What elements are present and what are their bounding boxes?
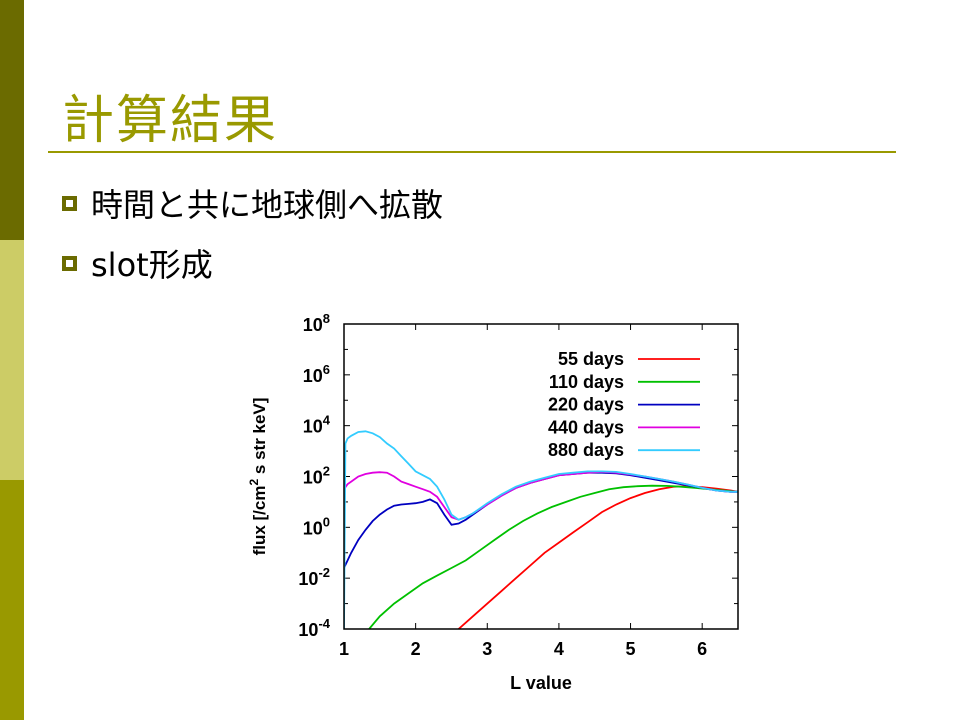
side-bar-bottom: [0, 480, 24, 720]
flux-line-chart: 1 2 3 4 5 6 10-4 10-2 100 102 104 106 108 55 days 110 …: [247, 311, 739, 693]
y-tick-label: 108: [303, 311, 330, 335]
y-tick-label: 106: [303, 362, 330, 386]
y-axis-label: flux [/cm2 s str keV]: [247, 398, 269, 556]
side-bar-top: [0, 0, 24, 240]
square-bullet-icon: [62, 255, 77, 271]
plot-frame: [343, 323, 739, 630]
y-tick-label: 10-2: [298, 565, 330, 589]
y-tick-label: 102: [303, 464, 330, 488]
y-tick-label: 10-4: [298, 616, 330, 640]
y-tick-label: 100: [303, 514, 330, 538]
legend-label: 220 days: [548, 395, 624, 415]
x-axis-label: L value: [510, 673, 572, 693]
bullet-item: slot形成: [62, 243, 213, 284]
bullet-text: 時間と共に地球側へ拡散: [91, 186, 444, 224]
series-line: [368, 484, 738, 629]
x-tick-label: 5: [626, 639, 636, 659]
legend-label: 880 days: [548, 440, 624, 460]
legend-label: 55 days: [558, 349, 624, 369]
legend-label: 440 days: [548, 417, 624, 437]
bullet-item: 時間と共に地球側へ拡散: [62, 183, 444, 224]
slide-title: 計算結果: [62, 91, 279, 151]
x-tick-label: 4: [554, 639, 564, 659]
legend-label: 110 days: [549, 372, 624, 392]
x-tick-label: 6: [697, 639, 707, 659]
series-line: [458, 485, 738, 629]
side-bar-middle: [0, 240, 24, 480]
title-divider: [48, 151, 896, 153]
series-line: [344, 471, 738, 569]
x-tick-label: 1: [339, 639, 349, 659]
y-tick-label: 104: [303, 413, 331, 437]
square-bullet-icon: [62, 195, 77, 211]
x-tick-label: 2: [411, 639, 421, 659]
series-group: [344, 430, 738, 629]
series-line: [344, 430, 738, 629]
bullet-text: slot形成: [91, 246, 213, 284]
x-tick-label: 3: [482, 639, 492, 659]
